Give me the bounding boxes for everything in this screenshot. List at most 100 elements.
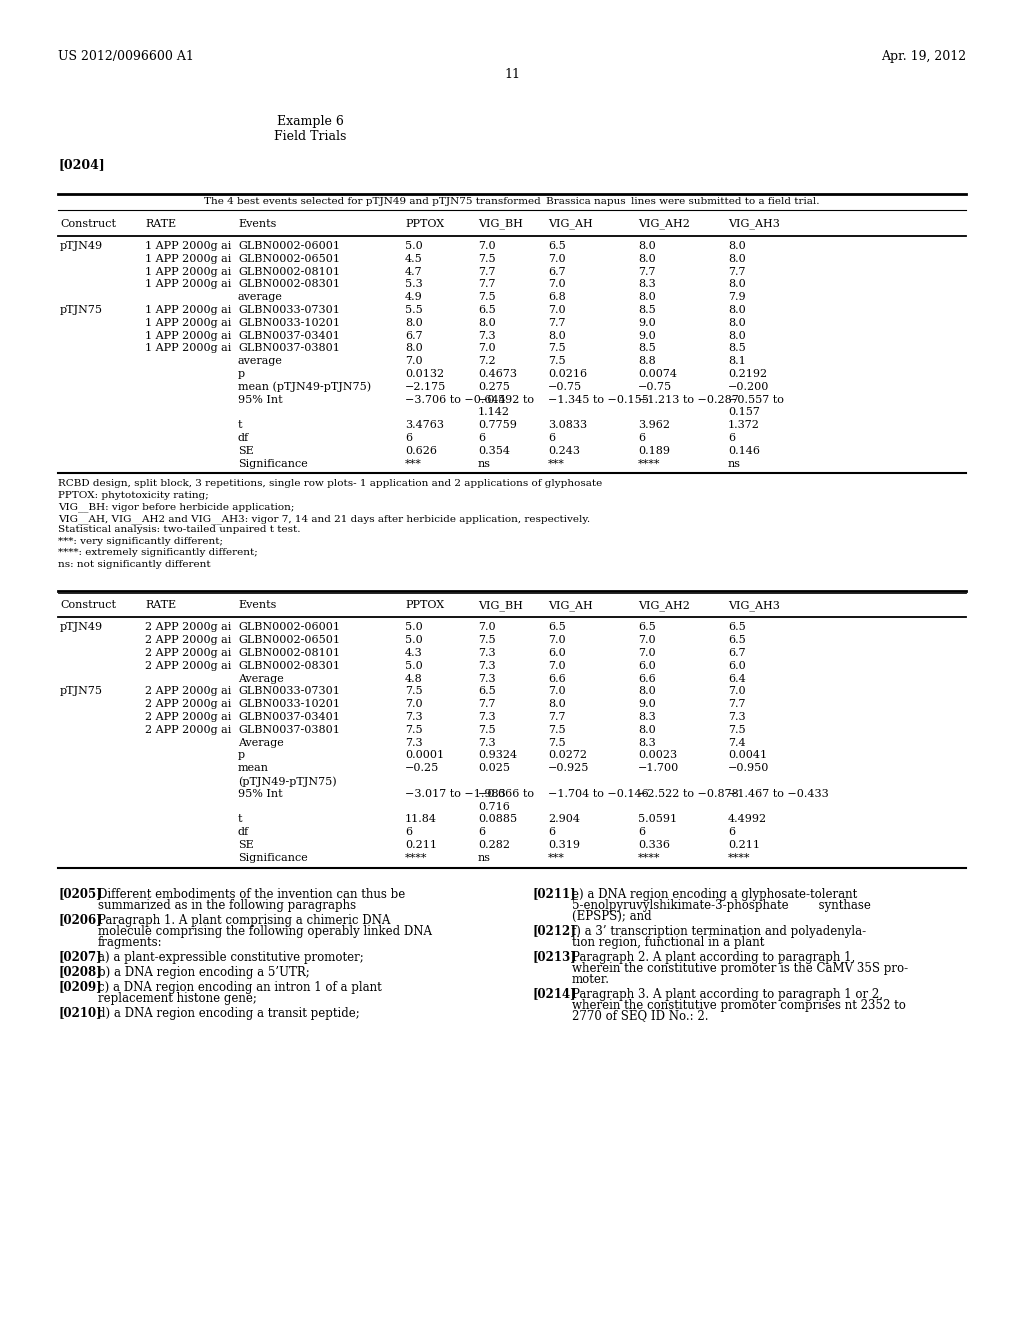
Text: 7.9: 7.9 — [728, 292, 745, 302]
Text: 6.0: 6.0 — [638, 661, 655, 671]
Text: ns: ns — [478, 853, 490, 863]
Text: 6.8: 6.8 — [548, 292, 565, 302]
Text: VIG_AH: VIG_AH — [548, 601, 593, 611]
Text: 7.3: 7.3 — [406, 711, 423, 722]
Text: VIG_AH: VIG_AH — [548, 219, 593, 230]
Text: 1 APP 2000g ai: 1 APP 2000g ai — [145, 242, 231, 251]
Text: Paragraph 1. A plant comprising a chimeric DNA: Paragraph 1. A plant comprising a chimer… — [98, 913, 390, 927]
Text: 6.7: 6.7 — [548, 267, 565, 277]
Text: −0.925: −0.925 — [548, 763, 590, 774]
Text: 8.0: 8.0 — [638, 242, 655, 251]
Text: 7.3: 7.3 — [406, 738, 423, 747]
Text: 8.5: 8.5 — [638, 305, 655, 315]
Text: 8.0: 8.0 — [548, 700, 565, 709]
Text: RATE: RATE — [145, 219, 176, 228]
Text: ****: **** — [406, 853, 427, 863]
Text: 8.0: 8.0 — [548, 330, 565, 341]
Text: 0.0074: 0.0074 — [638, 370, 677, 379]
Text: 1 APP 2000g ai: 1 APP 2000g ai — [145, 343, 231, 354]
Text: GLBN0002-08101: GLBN0002-08101 — [238, 267, 340, 277]
Text: 7.5: 7.5 — [478, 292, 496, 302]
Text: 0.0041: 0.0041 — [728, 750, 767, 760]
Text: VIG__AH, VIG__AH2 and VIG__AH3: vigor 7, 14 and 21 days after herbicide applicat: VIG__AH, VIG__AH2 and VIG__AH3: vigor 7,… — [58, 513, 590, 524]
Text: Events: Events — [238, 601, 276, 610]
Text: t: t — [238, 814, 243, 825]
Text: p: p — [238, 370, 245, 379]
Text: 5-enolpyruvylshikimate-3-phosphate        synthase: 5-enolpyruvylshikimate-3-phosphate synth… — [572, 899, 870, 912]
Text: 7.0: 7.0 — [728, 686, 745, 697]
Text: f) a 3’ transcription termination and polyadenyla-: f) a 3’ transcription termination and po… — [572, 924, 866, 937]
Text: 0.0001: 0.0001 — [406, 750, 444, 760]
Text: 0.025: 0.025 — [478, 763, 510, 774]
Text: PPTOX: PPTOX — [406, 219, 444, 228]
Text: 9.0: 9.0 — [638, 330, 655, 341]
Text: 8.0: 8.0 — [406, 343, 423, 354]
Text: 7.0: 7.0 — [406, 356, 423, 366]
Text: GLBN0037-03801: GLBN0037-03801 — [238, 343, 340, 354]
Text: 7.2: 7.2 — [478, 356, 496, 366]
Text: 0.2192: 0.2192 — [728, 370, 767, 379]
Text: 0.0132: 0.0132 — [406, 370, 444, 379]
Text: 6: 6 — [406, 828, 412, 837]
Text: 7.5: 7.5 — [406, 725, 423, 735]
Text: 8.0: 8.0 — [728, 330, 745, 341]
Text: VIG_AH2: VIG_AH2 — [638, 601, 690, 611]
Text: pTJN75: pTJN75 — [60, 305, 103, 315]
Text: −0.25: −0.25 — [406, 763, 439, 774]
Text: 4.3: 4.3 — [406, 648, 423, 657]
Text: 1 APP 2000g ai: 1 APP 2000g ai — [145, 318, 231, 327]
Text: GLBN0002-08301: GLBN0002-08301 — [238, 280, 340, 289]
Text: df: df — [238, 828, 249, 837]
Text: 3.962: 3.962 — [638, 420, 670, 430]
Text: VIG_BH: VIG_BH — [478, 601, 523, 611]
Text: −0.75: −0.75 — [638, 381, 672, 392]
Text: 6.4: 6.4 — [728, 673, 745, 684]
Text: VIG_AH3: VIG_AH3 — [728, 219, 780, 230]
Text: 7.3: 7.3 — [478, 711, 496, 722]
Text: 7.0: 7.0 — [548, 686, 565, 697]
Text: (pTJN49-pTJN75): (pTJN49-pTJN75) — [238, 776, 337, 787]
Text: 7.7: 7.7 — [728, 267, 745, 277]
Text: Significance: Significance — [238, 458, 308, 469]
Text: 7.5: 7.5 — [728, 725, 745, 735]
Text: 6.0: 6.0 — [728, 661, 745, 671]
Text: 6.6: 6.6 — [548, 673, 565, 684]
Text: t: t — [238, 420, 243, 430]
Text: 8.5: 8.5 — [728, 343, 745, 354]
Text: 4.7: 4.7 — [406, 267, 423, 277]
Text: Significance: Significance — [238, 853, 308, 863]
Text: 95% Int: 95% Int — [238, 789, 283, 799]
Text: pTJN75: pTJN75 — [60, 686, 103, 697]
Text: 7.0: 7.0 — [638, 635, 655, 645]
Text: [0211]: [0211] — [532, 887, 575, 900]
Text: GLBN0033-10201: GLBN0033-10201 — [238, 318, 340, 327]
Text: 6.7: 6.7 — [728, 648, 745, 657]
Text: 5.0: 5.0 — [406, 635, 423, 645]
Text: [0213]: [0213] — [532, 950, 575, 964]
Text: GLBN0033-07301: GLBN0033-07301 — [238, 686, 340, 697]
Text: 7.0: 7.0 — [548, 253, 565, 264]
Text: 0.0272: 0.0272 — [548, 750, 587, 760]
Text: 2 APP 2000g ai: 2 APP 2000g ai — [145, 686, 231, 697]
Text: Construct: Construct — [60, 601, 116, 610]
Text: −1.704 to −0.146: −1.704 to −0.146 — [548, 789, 649, 799]
Text: 1 APP 2000g ai: 1 APP 2000g ai — [145, 330, 231, 341]
Text: SE: SE — [238, 446, 254, 455]
Text: 7.7: 7.7 — [548, 711, 565, 722]
Text: 7.0: 7.0 — [638, 648, 655, 657]
Text: ****: extremely significantly different;: ****: extremely significantly different; — [58, 548, 258, 557]
Text: 7.7: 7.7 — [478, 280, 496, 289]
Text: 7.0: 7.0 — [548, 635, 565, 645]
Text: [0207]: [0207] — [58, 950, 101, 964]
Text: average: average — [238, 356, 283, 366]
Text: −0.557 to: −0.557 to — [728, 395, 784, 405]
Text: 1 APP 2000g ai: 1 APP 2000g ai — [145, 267, 231, 277]
Text: GLBN0037-03401: GLBN0037-03401 — [238, 711, 340, 722]
Text: 0.282: 0.282 — [478, 840, 510, 850]
Text: 8.0: 8.0 — [406, 318, 423, 327]
Text: 7.7: 7.7 — [728, 700, 745, 709]
Text: ***: *** — [548, 853, 565, 863]
Text: −0.592 to: −0.592 to — [478, 395, 534, 405]
Text: [0204]: [0204] — [58, 158, 104, 172]
Text: [0205]: [0205] — [58, 887, 101, 900]
